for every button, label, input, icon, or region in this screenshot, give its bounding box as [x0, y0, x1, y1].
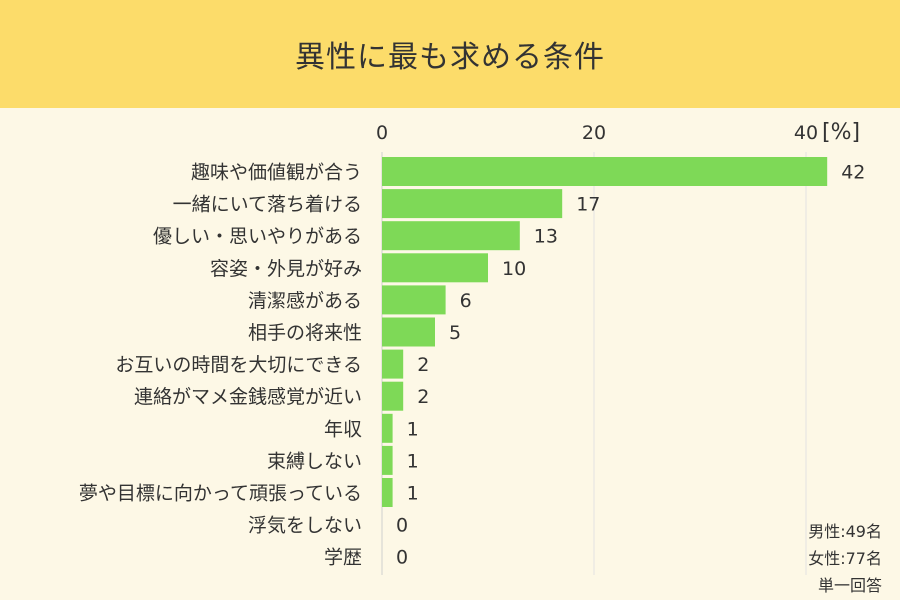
- data-label: 13: [534, 226, 558, 248]
- bar: [382, 413, 393, 443]
- category-label: 優しい・思いやりがある: [153, 226, 362, 248]
- note-answer-type: 単一回答: [817, 576, 882, 595]
- data-label: 1: [407, 418, 419, 440]
- data-label: 6: [460, 290, 472, 312]
- data-label: 5: [449, 322, 461, 344]
- category-label: 年収: [324, 418, 362, 440]
- bar: [382, 221, 520, 251]
- category-label: 清潔感がある: [248, 290, 362, 312]
- bar: [382, 349, 404, 379]
- x-tick-label-20: 20: [582, 122, 606, 144]
- category-label: 夢や目標に向かって頑張っている: [79, 483, 362, 505]
- category-label: 束縛しない: [267, 450, 362, 472]
- bar: [382, 317, 435, 347]
- data-label: 2: [417, 386, 429, 408]
- category-label: お互いの時間を大切にできる: [115, 354, 362, 376]
- x-tick-label-0: 0: [376, 122, 388, 144]
- bar: [382, 253, 488, 283]
- data-label: 1: [407, 483, 419, 505]
- category-label: 浮気をしない: [248, 515, 362, 537]
- bar: [382, 381, 404, 411]
- data-label: 42: [841, 162, 865, 184]
- category-label: 一緒にいて落ち着ける: [173, 194, 362, 216]
- bar: [382, 445, 393, 475]
- category-label: 連絡がマメ金銭感覚が近い: [134, 386, 362, 408]
- data-label: 10: [502, 258, 526, 280]
- data-label: 2: [417, 354, 429, 376]
- bar: [382, 478, 393, 507]
- category-label: 学歴: [324, 547, 362, 569]
- bar: [382, 157, 828, 186]
- title-banner: 異性に最も求める条件: [0, 0, 900, 108]
- chart-title: 異性に最も求める条件: [295, 40, 605, 75]
- data-label: 0: [396, 515, 408, 537]
- bar: [382, 189, 563, 219]
- note-men: 男性:49名: [808, 522, 882, 541]
- x-tick-label-40: 40: [794, 122, 818, 144]
- data-label: 1: [407, 450, 419, 472]
- category-label: 容姿・外見が好み: [210, 258, 362, 280]
- x-unit-label: [%]: [822, 120, 860, 145]
- note-women: 女性:77名: [808, 549, 882, 568]
- bar: [382, 285, 446, 315]
- data-label: 17: [576, 194, 600, 216]
- category-label: 相手の将来性: [248, 322, 362, 344]
- category-label: 趣味や価値観が合う: [191, 162, 362, 184]
- data-label: 0: [396, 547, 408, 569]
